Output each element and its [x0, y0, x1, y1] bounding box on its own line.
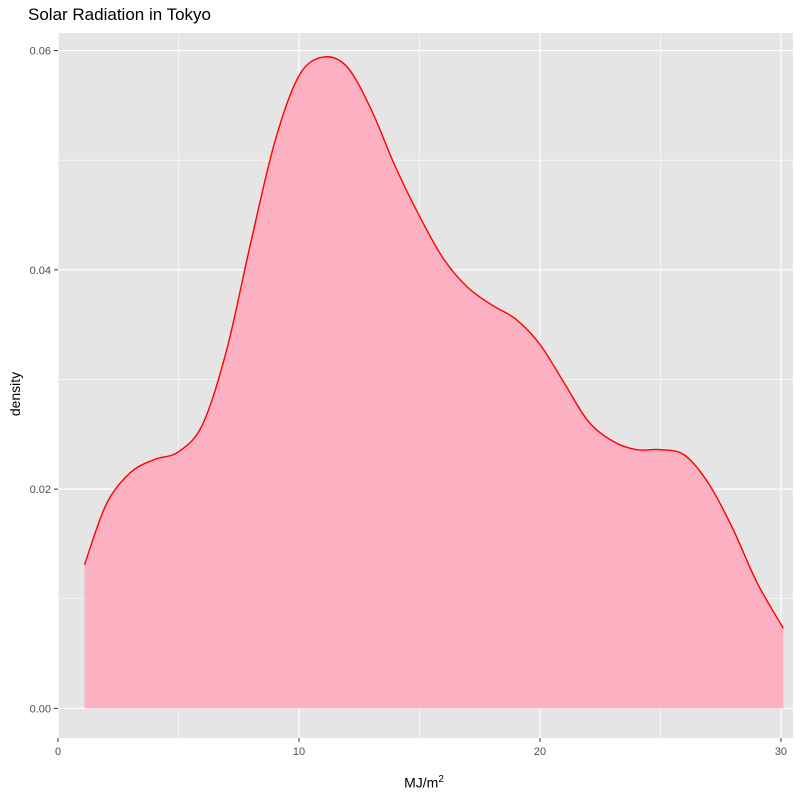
y-axis-ticks: 0.00 0.02 0.04 0.06	[30, 46, 58, 715]
density-area	[84, 56, 784, 709]
x-axis-title: MJ/m2	[404, 774, 444, 791]
chart-title: Solar Radiation in Tokyo	[28, 5, 212, 24]
density-curve	[83, 56, 784, 629]
x-tick-label: 0	[55, 746, 61, 758]
y-tick-label: 0.06	[30, 46, 51, 58]
x-axis-title-base: MJ/m	[404, 774, 439, 791]
x-axis-title-exponent: 2	[438, 774, 444, 785]
x-tick-label: 30	[775, 746, 787, 758]
y-tick-label: 0.04	[30, 265, 51, 277]
x-tick-label: 10	[293, 746, 305, 758]
y-tick-label: 0.00	[30, 703, 51, 715]
x-axis-ticks: 0 10 20 30	[55, 738, 787, 758]
y-tick-label: 0.02	[30, 484, 51, 496]
x-tick-label: 20	[534, 746, 546, 758]
